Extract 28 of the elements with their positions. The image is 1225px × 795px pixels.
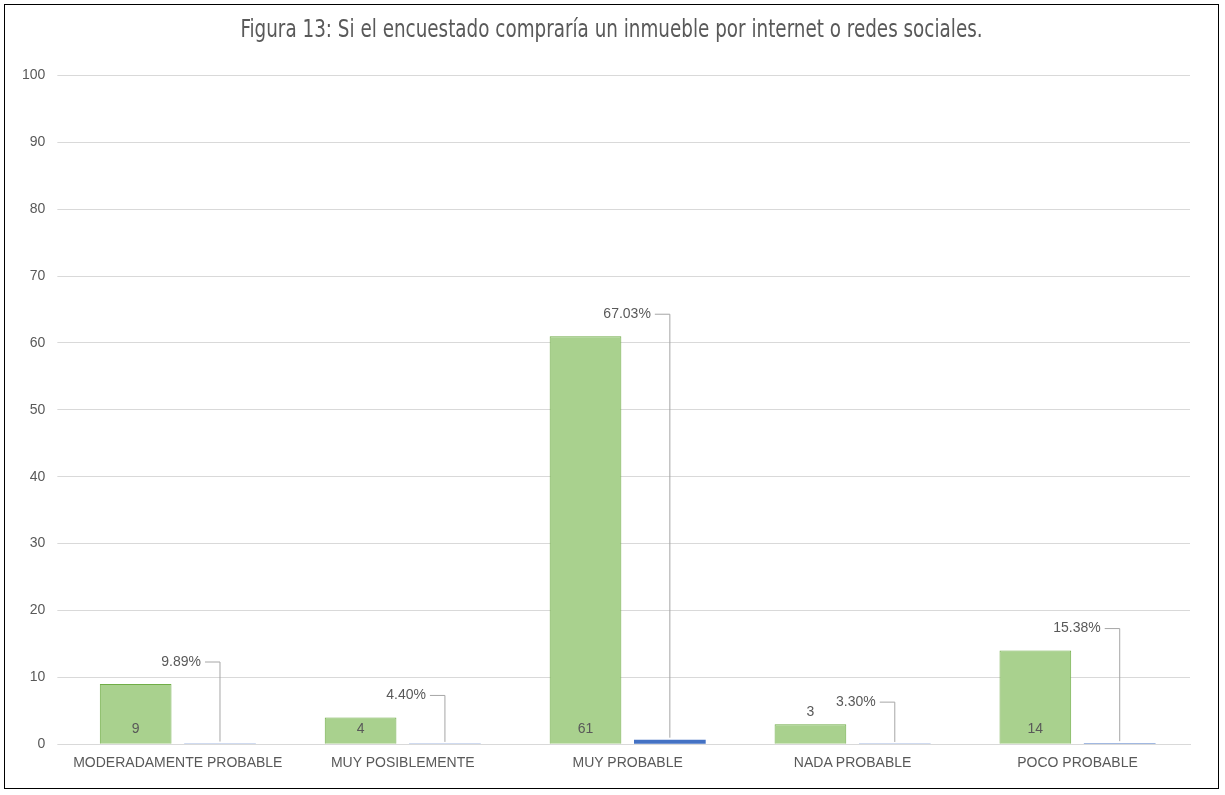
data-label: 67.03%: [603, 305, 651, 322]
chart-title: Figura 13: Si el encuestado compraría un inmueble por internet o redes sociales.: [239, 15, 984, 43]
y-tick-label: 90: [29, 133, 46, 150]
x-tick-label: NADA PROBABLE: [793, 754, 912, 771]
y-tick-label: 100: [22, 66, 46, 83]
data-label: 15.38%: [1053, 619, 1101, 636]
x-tick-label: MUY PROBABLE: [572, 754, 683, 771]
data-label: 9.89%: [161, 652, 201, 669]
bar: [634, 739, 706, 744]
y-tick-label: 10: [29, 668, 46, 685]
y-tick-label: 70: [29, 266, 46, 283]
x-tick-label: POCO PROBABLE: [1017, 754, 1138, 771]
y-tick-label: 80: [29, 200, 46, 217]
data-label: 3.30%: [836, 693, 876, 709]
y-tick-label: 50: [29, 400, 46, 417]
data-label: 4: [356, 719, 365, 736]
x-tick-label: MODERADAMENTE PROBABLE: [73, 754, 283, 771]
y-tick-label: 20: [29, 601, 46, 618]
data-label: 61: [577, 719, 594, 736]
data-label: 4.40%: [386, 686, 426, 703]
y-tick-label: 40: [29, 467, 46, 484]
data-label: 14: [1027, 719, 1044, 736]
data-label: 3: [806, 703, 815, 719]
data-label: 9: [131, 719, 140, 736]
x-tick-label: MUY POSIBLEMENTE: [330, 754, 475, 771]
y-tick-label: 30: [29, 534, 46, 551]
y-tick-label: 60: [29, 333, 46, 350]
y-tick-label: 0: [37, 735, 46, 752]
